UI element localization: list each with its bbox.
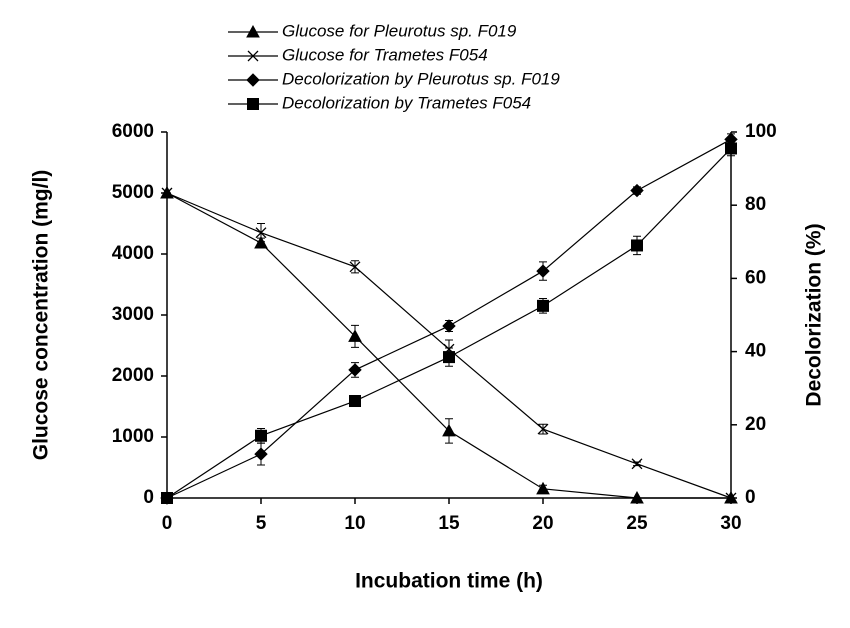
data-point (254, 447, 268, 461)
y2-tick-label: 20 (745, 414, 766, 435)
legend-label: Decolorization by Pleurotus sp. F019 (282, 69, 560, 88)
data-point (442, 423, 456, 437)
legend-marker (247, 50, 259, 62)
x-tick-label: 15 (438, 513, 460, 534)
data-point (631, 458, 643, 470)
data-point (536, 264, 550, 278)
legend-label: Glucose for Trametes F054 (282, 45, 488, 64)
data-point (161, 492, 173, 504)
data-point (536, 481, 550, 495)
y2-axis-title: Decolorization (%) (803, 223, 826, 406)
x-tick-label: 20 (532, 513, 553, 534)
data-point (725, 492, 737, 504)
series-line (166, 138, 732, 499)
y2-tick-label: 40 (745, 341, 766, 362)
y-tick-label: 2000 (112, 365, 154, 386)
data-point (255, 227, 267, 239)
y-tick-label: 4000 (112, 243, 154, 264)
x-tick-label: 10 (344, 513, 365, 534)
data-point (349, 395, 361, 408)
y2-tick-label: 100 (745, 121, 777, 142)
data-point (442, 319, 456, 333)
x-tick-label: 25 (626, 513, 648, 534)
y-axis-title: Glucose concentration (mg/l) (30, 170, 53, 461)
data-point (630, 490, 644, 504)
data-point (161, 187, 173, 199)
y-tick-label: 0 (143, 487, 154, 508)
x-axis-title: Incubation time (h) (355, 570, 543, 593)
data-point (349, 261, 361, 273)
data-point (537, 423, 549, 435)
data-point (537, 299, 549, 312)
data-point (255, 429, 267, 442)
data-point (630, 183, 644, 198)
y-tick-label: 5000 (112, 182, 154, 203)
y2-tick-label: 60 (745, 267, 766, 288)
y2-tick-label: 80 (745, 194, 766, 215)
legend-marker (246, 73, 260, 87)
legend-marker (246, 24, 260, 38)
y-tick-label: 1000 (112, 426, 154, 447)
y2-tick-label: 0 (745, 487, 756, 508)
legend-label: Glucose for Pleurotus sp. F019 (282, 21, 517, 40)
x-tick-label: 30 (720, 513, 741, 534)
legend-marker (247, 98, 259, 110)
data-point (348, 363, 362, 377)
data-point (348, 329, 362, 342)
data-point (254, 235, 268, 249)
y-tick-label: 6000 (112, 121, 154, 142)
legend-label: Decolorization by Trametes F054 (282, 93, 531, 112)
x-tick-label: 5 (256, 513, 267, 534)
data-point (725, 142, 737, 155)
data-point (631, 239, 643, 252)
x-tick-label: 0 (162, 513, 173, 534)
data-point (443, 351, 455, 364)
y-tick-label: 3000 (112, 304, 154, 325)
